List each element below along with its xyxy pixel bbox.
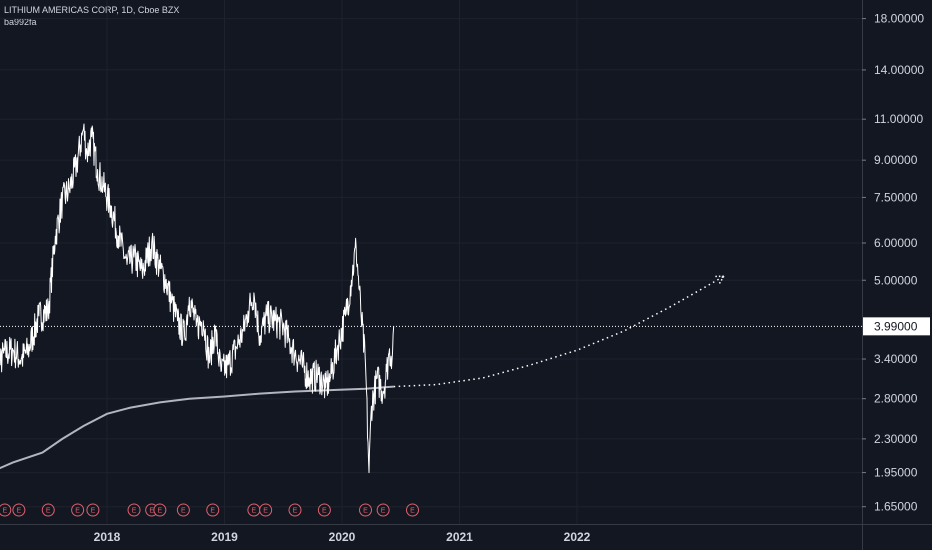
earnings-icon-label: E [381,508,386,515]
earnings-marker[interactable]: E [127,503,141,517]
earnings-marker[interactable]: E [359,503,372,517]
earnings-icon-label: E [252,508,257,515]
price-line [0,123,395,474]
earnings-marker[interactable]: E [0,503,12,517]
current-price-label: 3.99000 [874,319,918,333]
earnings-marker[interactable]: E [376,503,390,517]
projection-arrowhead-2 [718,275,725,285]
earnings-icon [317,503,331,517]
time-tick-label: 2020 [329,530,356,544]
earnings-icon [0,503,12,517]
earnings-marker[interactable]: E [12,503,26,517]
time-tick-label: 2019 [211,530,238,544]
earnings-marker[interactable]: E [288,503,302,517]
earnings-icon [206,503,220,517]
earnings-icon [12,503,26,517]
earnings-icon [406,503,419,517]
earnings-marker[interactable]: E [86,503,100,517]
price-tick-label: 2.80000 [874,392,918,406]
earnings-icon-label: E [158,508,163,515]
symbol-title[interactable]: LITHIUM AMERICAS CORP, 1D, Cboe BZX [4,5,180,15]
price-axis[interactable]: 18.00000 14.00000 11.00000 9.00000 7.50000 6.… [862,0,932,550]
projection-path[interactable] [393,275,725,388]
earnings-icon [153,503,167,517]
earnings-icon-label: E [91,508,96,515]
price-tick-label: 18.00000 [874,12,924,26]
earnings-icon-label: E [293,508,298,515]
moving-average-line [0,385,394,470]
earnings-icon [176,503,190,517]
earnings-icon-label: E [132,508,137,515]
earnings-icon-label: E [363,508,368,515]
earnings-icon [71,503,85,517]
price-tick-label: 1.95000 [874,466,918,480]
price-tick-label: 1.65000 [874,500,918,514]
earnings-icon [86,503,100,517]
price-tick-label: 5.00000 [874,273,918,287]
price-tick-label: 2.30000 [874,432,918,446]
time-tick-label: 2018 [94,530,121,544]
earnings-marker[interactable]: E [71,503,85,517]
earnings-marker[interactable]: E [259,503,273,517]
earnings-marker[interactable]: E [41,503,55,517]
price-series [0,123,395,474]
chart-header: LITHIUM AMERICAS CORP, 1D, Cboe BZX ba99… [4,4,179,28]
earnings-icon [127,503,141,517]
earnings-icon-label: E [410,508,415,515]
moving-average-series [0,385,394,470]
earnings-icon [376,503,390,517]
earnings-icon-label: E [263,508,268,515]
earnings-icon [41,503,55,517]
earnings-icon-label: E [17,508,22,515]
earnings-icon-label: E [210,508,215,515]
earnings-icon-label: E [181,508,186,515]
earnings-icon-label: E [322,508,327,515]
price-tick-label: 9.00000 [874,153,918,167]
price-axis-panel [862,0,932,550]
earnings-icon-label: E [46,508,51,515]
earnings-icon [359,503,372,517]
time-tick-label: 2021 [446,530,473,544]
earnings-icon [259,503,273,517]
price-tick-label: 7.50000 [874,190,918,204]
time-axis-panel [0,524,862,550]
earnings-marker[interactable]: E [247,503,261,517]
earnings-marker[interactable]: E [153,503,167,517]
price-tick-label: 3.40000 [874,352,918,366]
time-tick-label: 2022 [564,530,591,544]
earnings-icon-label: E [2,508,7,515]
current-price-tag-bg [863,317,930,336]
projection-line[interactable] [393,275,725,388]
author-name: ba992fa [4,17,37,27]
price-tick-label: 14.00000 [874,63,924,77]
earnings-marker[interactable]: E [206,503,220,517]
current-price-tag: 3.99000 [863,317,930,336]
earnings-marker[interactable]: E [406,503,419,517]
earnings-marker[interactable]: E [176,503,190,517]
earnings-icon [288,503,302,517]
earnings-marker[interactable]: E [317,503,331,517]
earnings-icon-label: E [149,508,154,515]
time-axis[interactable]: 2018 2019 2020 2021 2022 [0,524,932,550]
earnings-icon-label: E [75,508,80,515]
price-tick-label: 6.00000 [874,236,918,250]
price-tick-label: 11.00000 [874,112,923,126]
